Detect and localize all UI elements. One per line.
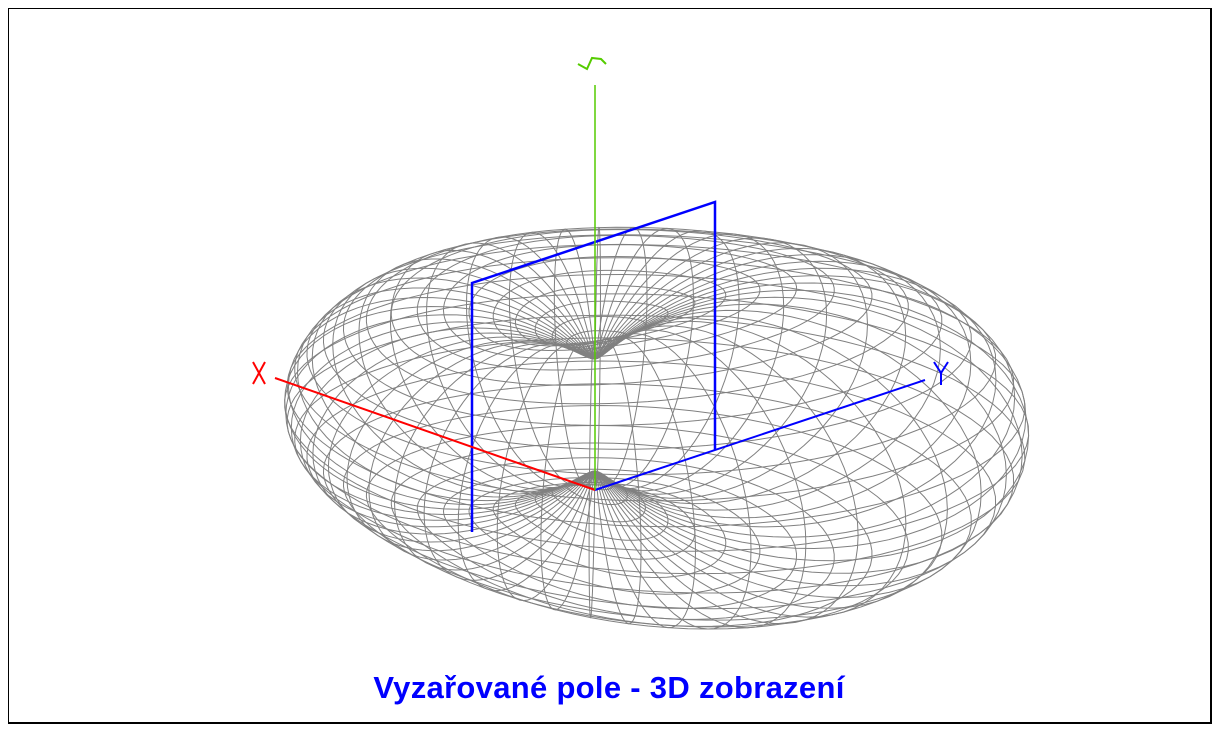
- mesh-meridian-line: [594, 309, 982, 599]
- x-axis: [274, 377, 596, 491]
- mesh-meridian-line: [594, 315, 948, 609]
- mesh-meridian-line: [368, 341, 596, 561]
- mesh-meridian-line: [588, 340, 596, 619]
- plot-frame: [8, 8, 1212, 724]
- mesh-meridian-line: [358, 258, 596, 492]
- mesh-meridian-line: [594, 230, 740, 490]
- mesh-meridian-line: [594, 320, 907, 618]
- chart-title: Vyzařované pole - 3D zobrazení: [373, 670, 845, 705]
- mesh-meridian-line: [393, 342, 596, 571]
- mesh-meridian-line: [594, 338, 642, 625]
- mesh-meridian-line: [594, 329, 807, 629]
- mesh-meridian-line: [299, 327, 596, 528]
- mesh-meridian-line: [332, 267, 596, 495]
- mesh-meridian-line: [594, 325, 859, 624]
- mesh-latitude-line: [286, 314, 1026, 575]
- mesh-latitude-line: [416, 457, 835, 620]
- mesh-meridian-line: [594, 296, 1023, 574]
- mesh-meridian-line: [311, 277, 596, 498]
- y-axis-label: [933, 361, 949, 385]
- mesh-meridian-line: [594, 233, 785, 492]
- mesh-meridian-line: [285, 314, 596, 516]
- wireframe-mesh: [284, 226, 1030, 630]
- mesh-meridian-line: [594, 237, 828, 495]
- mesh-meridian-line: [312, 332, 596, 535]
- mesh-meridian-line: [290, 321, 596, 521]
- mesh-meridian-line: [346, 339, 596, 552]
- mesh-meridian-line: [594, 247, 907, 505]
- x-axis-label: [252, 361, 266, 385]
- mesh-meridian-line: [594, 303, 1007, 587]
- mesh-meridian-line: [553, 228, 596, 486]
- mesh-meridian-line: [594, 336, 697, 629]
- mesh-meridian-line: [594, 333, 752, 630]
- mesh-meridian-line: [287, 296, 596, 506]
- mesh-meridian-line: [425, 242, 596, 489]
- mesh-meridian-line: [284, 305, 596, 510]
- mesh-meridian-line: [594, 275, 1016, 538]
- mesh-meridian-line: [594, 267, 997, 528]
- mesh-meridian-line: [389, 249, 596, 490]
- z-axis-label: [577, 56, 607, 71]
- mesh-meridian-line: [594, 254, 941, 511]
- mesh-meridian-line: [540, 342, 596, 611]
- y-axis: [594, 379, 926, 491]
- reference-plane: [470, 200, 717, 532]
- mesh-meridian-line: [296, 287, 596, 502]
- mesh-latitude-line: [294, 337, 1015, 594]
- mesh-meridian-line: [594, 260, 972, 519]
- mesh-meridian-line: [327, 336, 596, 543]
